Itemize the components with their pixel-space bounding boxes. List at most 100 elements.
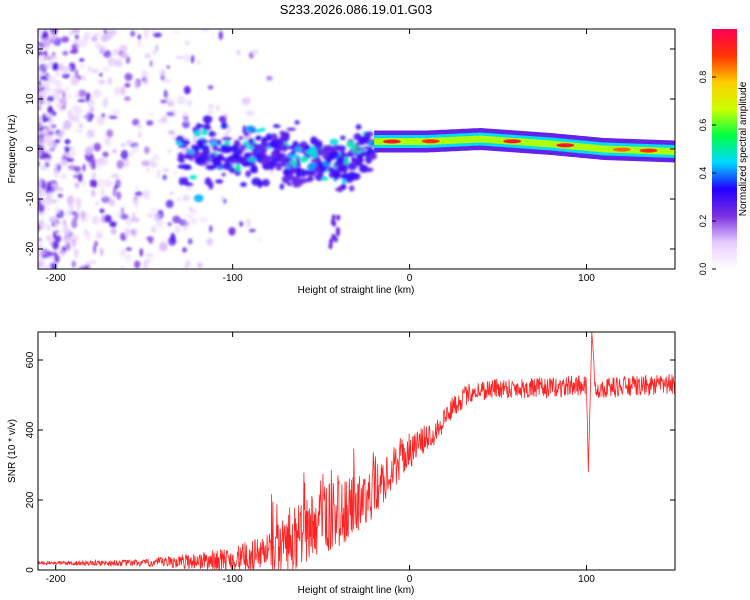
x-tick-label: 100 <box>578 574 595 585</box>
snr-panel: -200 -100 0 100 0 200 400 600 Height of straig… <box>7 331 676 596</box>
speckle-blob <box>80 210 86 220</box>
core-blob <box>316 162 324 168</box>
speckle-blob <box>170 191 174 195</box>
core-blob <box>294 120 300 125</box>
speckle-blob <box>84 264 90 269</box>
core-blob <box>187 149 195 155</box>
core-blob <box>183 153 191 159</box>
y-tick-label: 20 <box>25 43 36 55</box>
speckle-blob <box>38 248 45 257</box>
core-blob <box>193 194 204 203</box>
speckle-blob <box>114 184 118 190</box>
speckle-blob <box>241 97 251 106</box>
core-blob <box>307 149 313 156</box>
speckle-blob <box>112 187 117 198</box>
core-blob <box>289 155 300 159</box>
speckle-blob <box>102 98 109 108</box>
speckle-blob <box>76 202 81 211</box>
speckle-blob <box>73 166 82 173</box>
colorbar-tick-label: 0.6 <box>698 119 708 132</box>
x-tick-label: -100 <box>223 574 243 585</box>
streak-blob <box>329 238 334 245</box>
speckle-blob <box>146 236 154 242</box>
streak-blob <box>336 214 341 221</box>
core-blob <box>340 135 346 140</box>
speckle-blob <box>63 119 72 130</box>
speckle-blob <box>120 149 129 160</box>
speckle-blob <box>98 178 104 188</box>
speckle-blob <box>73 248 80 258</box>
speckle-blob <box>182 111 189 117</box>
speckle-blob <box>257 237 261 242</box>
speckle-blob <box>124 83 131 88</box>
speckle-blob <box>100 156 109 166</box>
speckle-blob <box>184 40 190 45</box>
speckle-blob <box>50 262 57 269</box>
snr-x-ticks: -200 -100 0 100 <box>46 332 595 585</box>
core-blob <box>229 145 239 151</box>
core-blob <box>286 172 294 180</box>
speckle-blob <box>46 95 55 102</box>
speckle-blob <box>38 161 41 167</box>
narrowband-peak <box>421 139 440 144</box>
speckle-blob <box>56 102 65 107</box>
speckle-blob <box>199 216 208 223</box>
speckle-blob <box>93 244 97 254</box>
speckle-blob <box>116 159 124 169</box>
core-blob <box>212 144 219 152</box>
snr-frame <box>37 331 676 571</box>
speckle-blob <box>38 198 41 206</box>
speckle-blob <box>94 201 100 206</box>
speckle-blob <box>79 40 88 47</box>
speckle-blob <box>149 60 153 67</box>
speckle-blob <box>53 230 60 234</box>
core-blob <box>353 133 362 141</box>
colorbar-bar <box>712 29 737 269</box>
speckle-blob <box>95 231 103 240</box>
speckle-blob <box>202 29 209 33</box>
streak-blob <box>331 233 336 240</box>
speckle-blob <box>174 225 181 234</box>
speckle-blob <box>251 49 259 55</box>
speckle-blob <box>162 78 171 83</box>
speckle-blob <box>57 193 63 198</box>
core-blob <box>299 178 308 184</box>
spectrogram-x-label: Height of straight line (km) <box>298 285 415 296</box>
snr-plot-area <box>38 332 675 570</box>
core-blob <box>280 132 290 141</box>
core-blob <box>195 122 202 131</box>
core-blob <box>347 171 357 180</box>
speckle-blob <box>43 128 47 134</box>
speckle-blob <box>144 53 152 59</box>
speckle-blob <box>48 32 54 43</box>
speckle-blob <box>45 186 55 194</box>
core-blob <box>310 158 321 163</box>
speckle-blob <box>48 216 57 223</box>
speckle-blob <box>38 92 44 97</box>
core-blob <box>214 161 219 168</box>
speckle-blob <box>72 39 80 46</box>
speckle-blob <box>72 174 82 179</box>
speckle-blob <box>91 68 99 73</box>
speckle-blob <box>144 259 152 263</box>
speckle-blob <box>54 206 60 214</box>
speckle-blob <box>75 69 79 77</box>
snr-x-label: Height of straight line (km) <box>298 585 415 596</box>
speckle-blob <box>38 239 42 246</box>
speckle-blob <box>38 189 46 198</box>
speckle-blob <box>49 29 59 35</box>
speckle-blob <box>91 171 96 180</box>
core-blob <box>355 141 360 147</box>
speckle-blob <box>74 34 79 40</box>
core-blob <box>237 147 244 155</box>
speckle-blob <box>171 29 181 34</box>
speckle-blob <box>47 192 53 202</box>
speckle-blob <box>110 173 120 179</box>
speckle-blob <box>131 212 136 221</box>
speckle-blob <box>89 259 97 265</box>
speckle-blob <box>268 169 275 176</box>
speckle-blob <box>239 221 244 227</box>
speckle-blob <box>68 203 75 210</box>
colorbar-tick-label: 0.2 <box>698 215 708 228</box>
